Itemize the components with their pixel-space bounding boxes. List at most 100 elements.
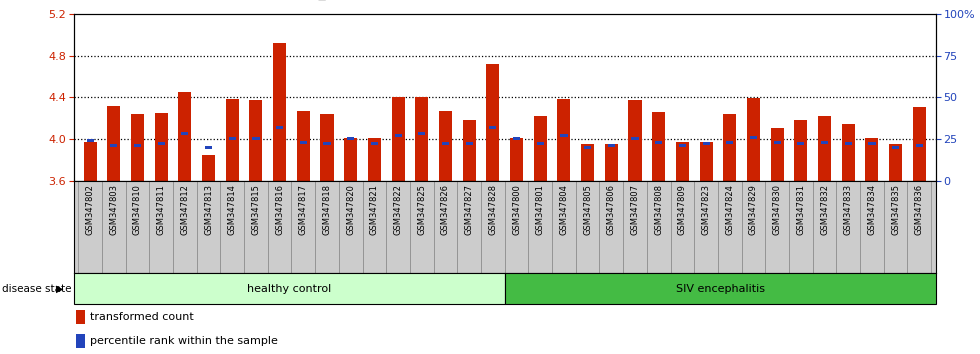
FancyBboxPatch shape <box>339 181 363 273</box>
FancyBboxPatch shape <box>552 181 576 273</box>
FancyBboxPatch shape <box>102 181 125 273</box>
Bar <box>178 92 191 181</box>
FancyBboxPatch shape <box>363 181 386 273</box>
Bar <box>202 155 215 181</box>
FancyBboxPatch shape <box>694 181 718 273</box>
FancyBboxPatch shape <box>528 181 552 273</box>
Bar <box>676 142 689 181</box>
Bar <box>513 137 520 141</box>
Bar <box>83 142 97 181</box>
Bar <box>395 134 402 137</box>
Bar <box>865 138 878 181</box>
Text: GSM347812: GSM347812 <box>180 184 189 235</box>
Bar <box>655 141 662 144</box>
FancyBboxPatch shape <box>647 181 670 273</box>
Text: GSM347835: GSM347835 <box>891 184 900 235</box>
FancyBboxPatch shape <box>268 181 291 273</box>
Bar <box>505 273 936 304</box>
Bar <box>250 101 263 181</box>
Text: GSM347802: GSM347802 <box>85 184 95 235</box>
Bar <box>770 127 784 181</box>
Bar <box>750 136 758 139</box>
Bar <box>107 105 121 181</box>
Text: disease state: disease state <box>2 284 72 293</box>
Bar <box>631 137 639 141</box>
Bar <box>608 144 614 147</box>
Bar <box>463 120 475 181</box>
FancyBboxPatch shape <box>670 181 694 273</box>
Text: GSM347803: GSM347803 <box>110 184 119 235</box>
Bar <box>205 146 212 149</box>
Bar <box>605 144 617 181</box>
Bar <box>300 141 307 144</box>
FancyBboxPatch shape <box>907 181 931 273</box>
Bar <box>915 144 923 147</box>
Bar <box>912 107 926 181</box>
Bar <box>368 138 381 181</box>
Text: GSM347806: GSM347806 <box>607 184 615 235</box>
FancyBboxPatch shape <box>812 181 836 273</box>
Text: GSM347810: GSM347810 <box>133 184 142 235</box>
Bar <box>181 132 188 136</box>
Text: GSM347800: GSM347800 <box>512 184 521 235</box>
FancyBboxPatch shape <box>505 181 528 273</box>
Bar <box>158 142 165 145</box>
FancyBboxPatch shape <box>458 181 481 273</box>
Bar <box>110 144 118 147</box>
Text: ▶: ▶ <box>56 284 64 293</box>
Text: percentile rank within the sample: percentile rank within the sample <box>90 336 277 346</box>
FancyBboxPatch shape <box>316 181 339 273</box>
FancyBboxPatch shape <box>481 181 505 273</box>
Text: SIV encephalitis: SIV encephalitis <box>676 284 764 293</box>
Bar <box>821 141 828 144</box>
Bar <box>86 139 94 142</box>
FancyBboxPatch shape <box>836 181 860 273</box>
Bar <box>347 137 355 141</box>
Bar <box>344 138 358 181</box>
Text: GSM347814: GSM347814 <box>227 184 237 235</box>
Text: GSM347821: GSM347821 <box>369 184 379 235</box>
Bar <box>628 101 642 181</box>
Bar <box>818 116 831 181</box>
Text: GSM347822: GSM347822 <box>394 184 403 235</box>
Text: GSM347824: GSM347824 <box>725 184 734 235</box>
FancyBboxPatch shape <box>125 181 149 273</box>
FancyBboxPatch shape <box>244 181 268 273</box>
Bar <box>297 111 310 181</box>
FancyBboxPatch shape <box>78 181 102 273</box>
Text: GSM347830: GSM347830 <box>772 184 782 235</box>
Text: GSM347828: GSM347828 <box>488 184 498 235</box>
Bar <box>868 142 875 145</box>
Text: GSM347804: GSM347804 <box>560 184 568 235</box>
Bar <box>134 144 141 147</box>
Bar <box>534 116 547 181</box>
FancyBboxPatch shape <box>765 181 789 273</box>
Bar <box>510 138 523 181</box>
Text: healthy control: healthy control <box>247 284 331 293</box>
Bar <box>225 99 239 181</box>
Text: GSM347823: GSM347823 <box>702 184 710 235</box>
Bar <box>558 99 570 181</box>
FancyBboxPatch shape <box>718 181 742 273</box>
Bar <box>795 120 808 181</box>
FancyBboxPatch shape <box>576 181 600 273</box>
Bar <box>486 64 500 181</box>
Text: GSM347833: GSM347833 <box>844 184 853 235</box>
Text: GSM347817: GSM347817 <box>299 184 308 235</box>
Bar <box>773 141 781 144</box>
FancyBboxPatch shape <box>789 181 812 273</box>
Bar <box>418 132 425 136</box>
FancyBboxPatch shape <box>220 181 244 273</box>
Bar <box>466 142 472 145</box>
Bar <box>442 142 449 145</box>
Text: GSM347836: GSM347836 <box>914 184 924 235</box>
Bar <box>370 142 378 145</box>
FancyBboxPatch shape <box>742 181 765 273</box>
FancyBboxPatch shape <box>149 181 173 273</box>
Text: GSM347834: GSM347834 <box>867 184 876 235</box>
Bar <box>75 334 85 348</box>
FancyBboxPatch shape <box>623 181 647 273</box>
Text: GSM347831: GSM347831 <box>797 184 806 235</box>
Bar <box>845 142 852 145</box>
Bar <box>726 141 733 144</box>
